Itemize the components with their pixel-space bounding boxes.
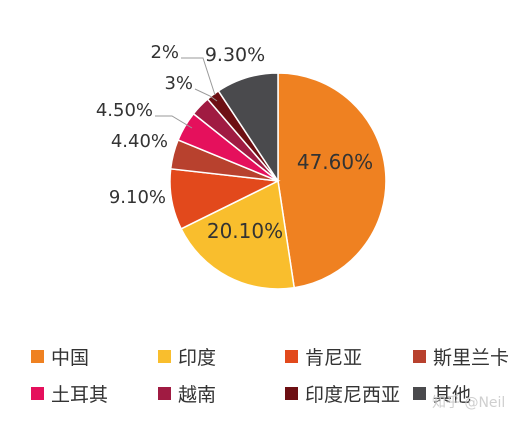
data-label: 20.10% <box>207 219 283 243</box>
pie-slice <box>217 72 279 184</box>
data-label: 4.50% <box>96 100 153 121</box>
leader-line <box>181 57 216 96</box>
pie-slice <box>180 179 296 290</box>
leader-line <box>194 88 218 102</box>
watermark: 知乎 @Neil <box>432 395 506 411</box>
pie-slice <box>277 72 387 289</box>
data-label: 2% <box>150 42 179 63</box>
data-label: 9.10% <box>109 187 166 208</box>
data-label: 9.30% <box>205 44 265 66</box>
data-label: 3% <box>164 73 193 94</box>
data-label: 47.60% <box>297 150 373 174</box>
leader-line <box>155 115 193 129</box>
data-label: 4.40% <box>111 131 168 152</box>
